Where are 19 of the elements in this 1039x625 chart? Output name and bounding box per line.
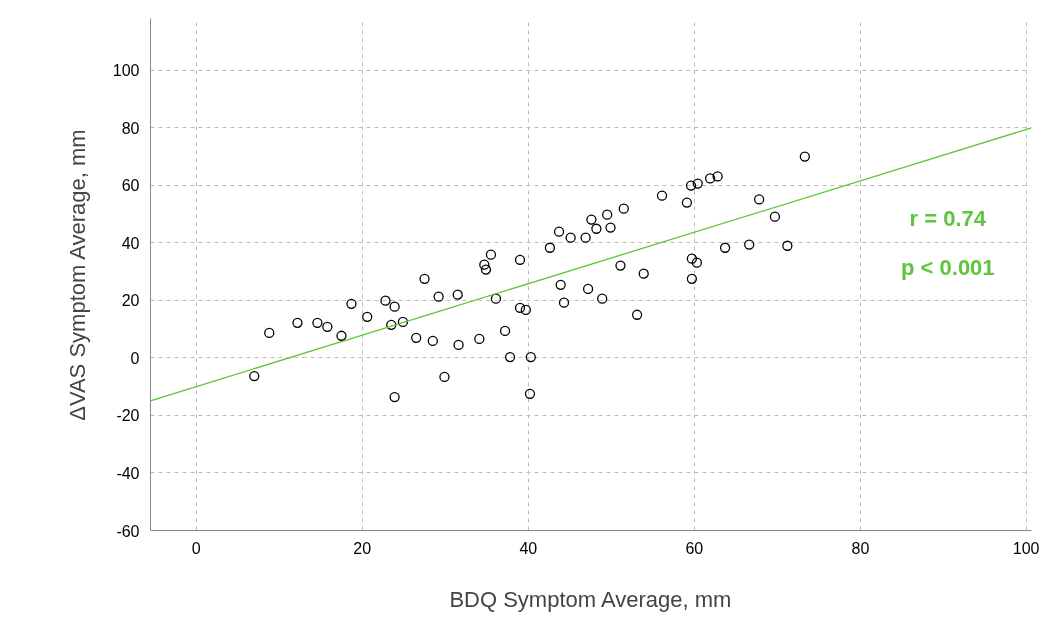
y-tick-label: 0 bbox=[130, 349, 140, 367]
x-tick-label: 60 bbox=[685, 539, 704, 557]
x-tick-label: 40 bbox=[519, 539, 538, 557]
y-tick-label: -40 bbox=[116, 464, 140, 482]
y-tick-label: 60 bbox=[121, 177, 140, 195]
y-tick-label: 20 bbox=[121, 292, 140, 310]
x-axis-title: BDQ Symptom Average, mm bbox=[449, 586, 732, 612]
y-tick-label: 40 bbox=[121, 234, 140, 252]
y-tick-label: 100 bbox=[112, 62, 140, 80]
y-tick-label: -60 bbox=[116, 522, 140, 540]
annotation: p < 0.001 bbox=[901, 254, 995, 280]
x-tick-label: 80 bbox=[851, 539, 870, 557]
annotation: r = 0.74 bbox=[909, 205, 987, 231]
x-tick-label: 100 bbox=[1012, 539, 1039, 557]
y-tick-label: 80 bbox=[121, 119, 140, 137]
x-tick-label: 20 bbox=[353, 539, 372, 557]
x-tick-label: 0 bbox=[191, 539, 201, 557]
y-tick-label: -20 bbox=[116, 407, 140, 425]
y-axis-title: ΔVAS Symptom Average, mm bbox=[64, 129, 90, 421]
